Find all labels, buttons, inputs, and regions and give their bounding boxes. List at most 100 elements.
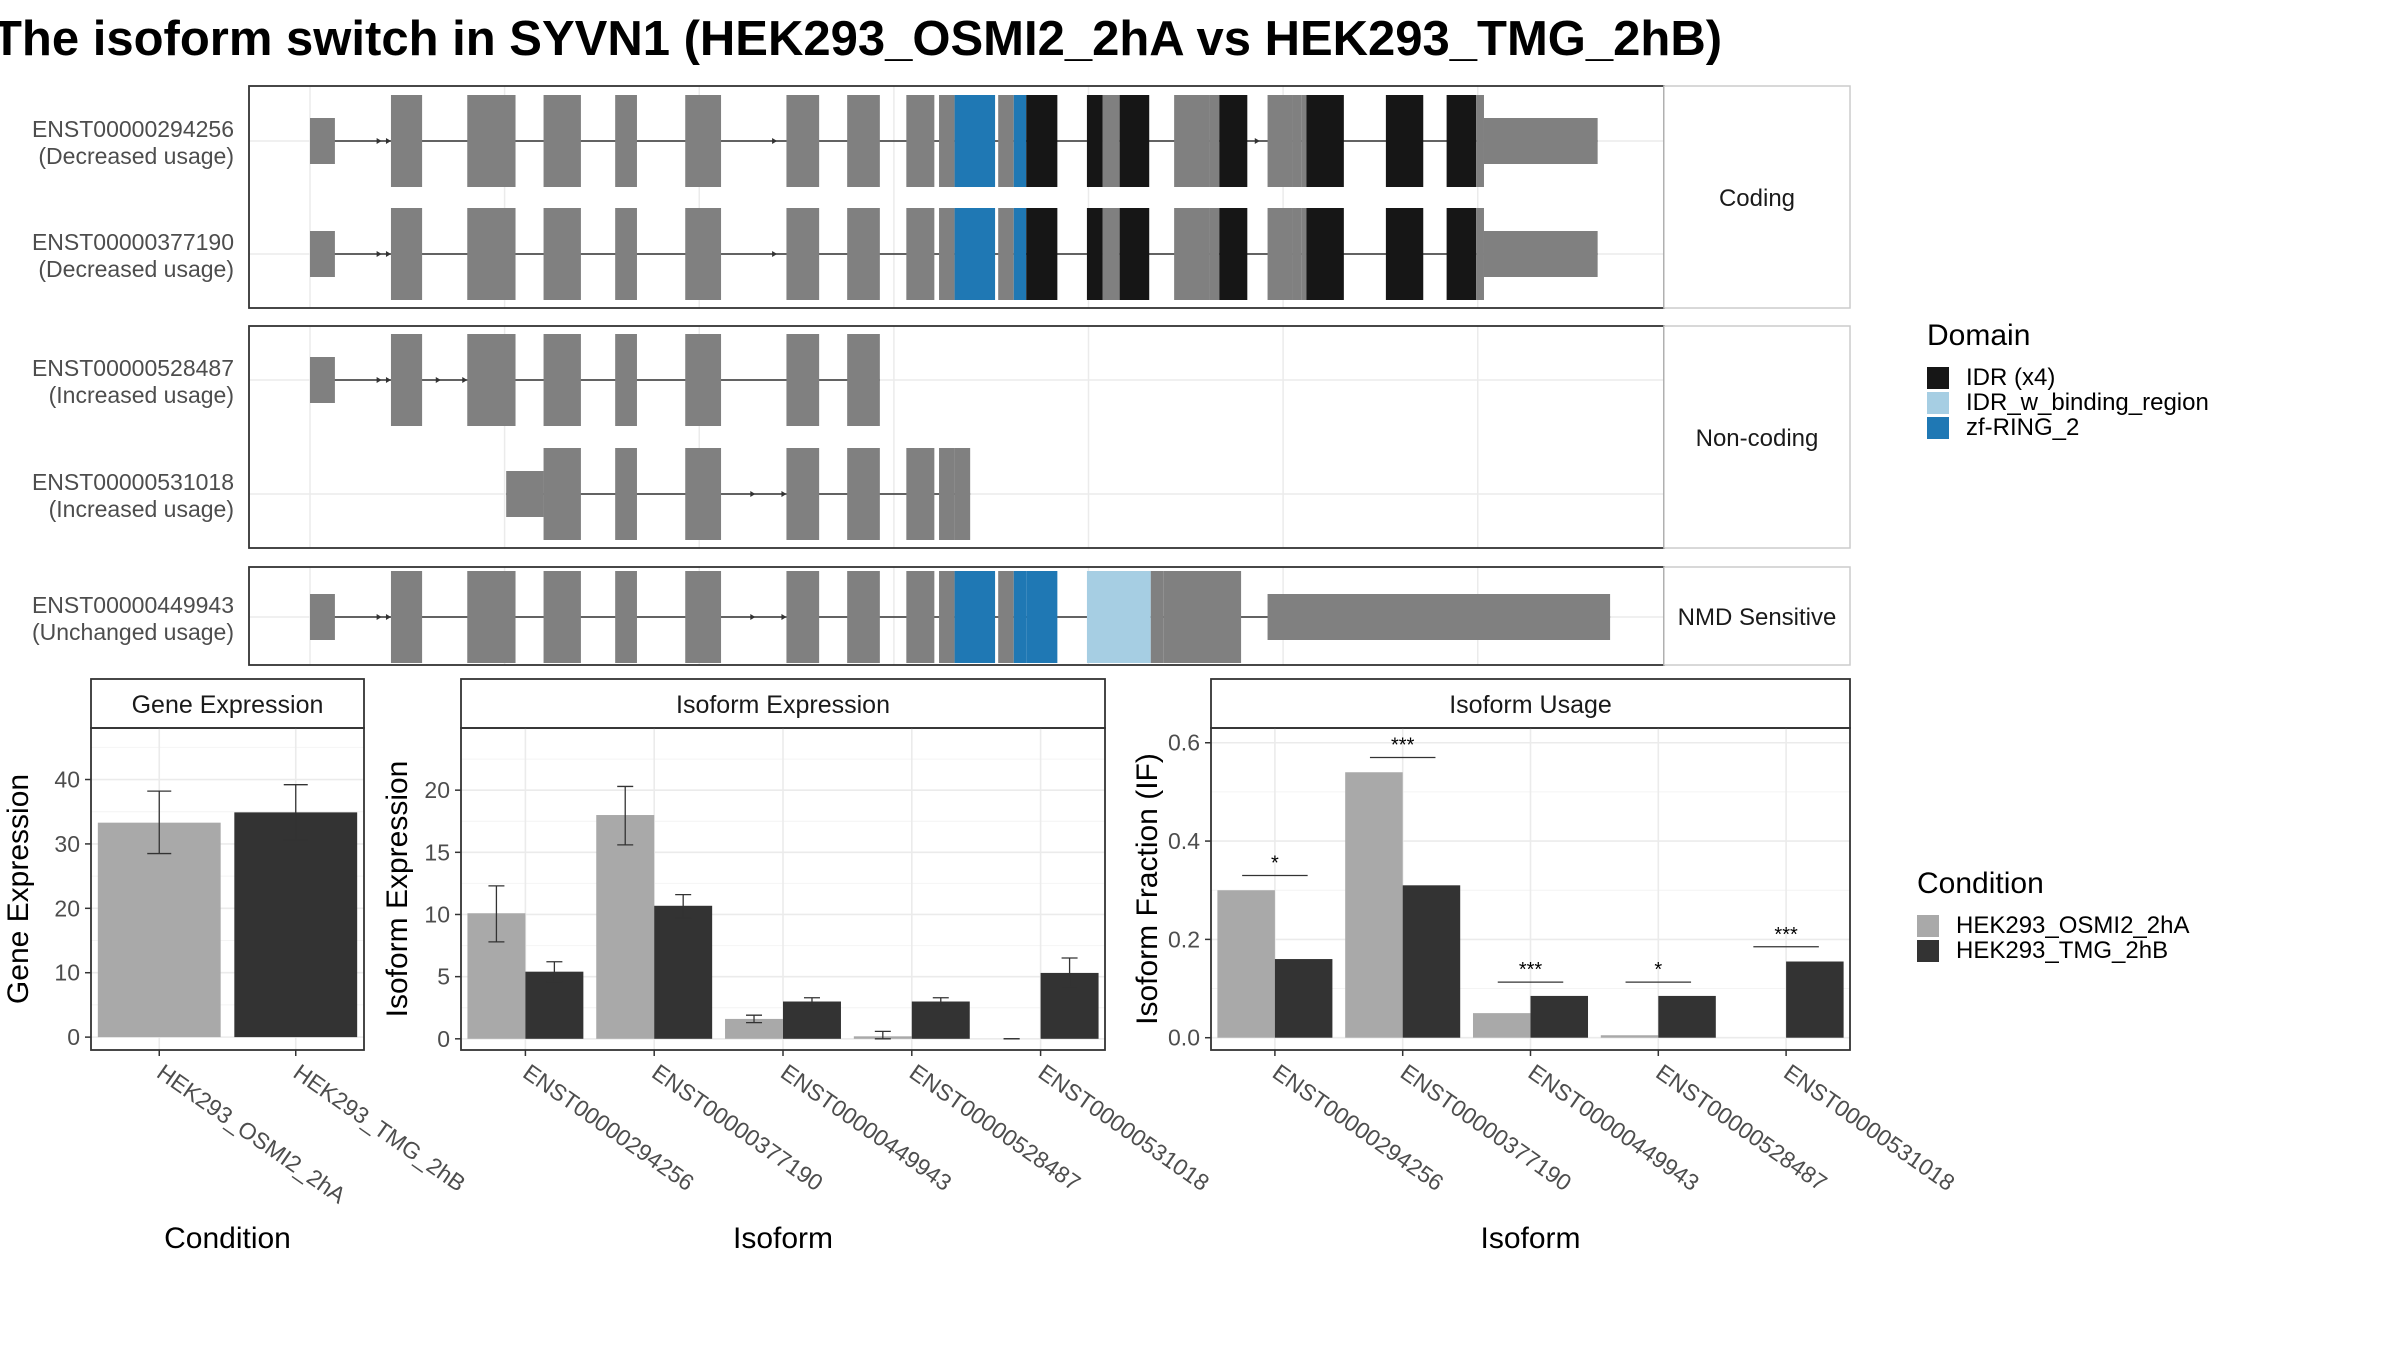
direction-arrow bbox=[385, 138, 391, 144]
exon-block bbox=[615, 448, 637, 540]
x-axis-label: Condition bbox=[164, 1222, 291, 1255]
figure-title: The isoform switch in SYVN1 (HEK293_OSMI… bbox=[0, 12, 1722, 66]
exon-block bbox=[1209, 208, 1220, 300]
y-axis-label: Gene Expression bbox=[2, 774, 35, 1004]
significance-label: * bbox=[1271, 852, 1279, 874]
y-tick-label: 0.0 bbox=[1168, 1025, 1200, 1051]
x-axis-label: Isoform bbox=[1480, 1222, 1580, 1255]
exon-block bbox=[1306, 208, 1344, 300]
exon-block bbox=[467, 334, 516, 426]
bar bbox=[1786, 961, 1844, 1038]
exon-block bbox=[390, 334, 423, 426]
x-axis-label: Isoform bbox=[733, 1222, 833, 1255]
exon-block bbox=[615, 571, 637, 663]
y-tick-label: 0 bbox=[437, 1026, 450, 1052]
exon-block bbox=[954, 571, 996, 663]
exon-block bbox=[1026, 208, 1058, 300]
significance-label: *** bbox=[1391, 734, 1415, 756]
transcript-id-label: ENST00000294256 bbox=[32, 116, 234, 142]
exon-block bbox=[939, 448, 955, 540]
exon-block bbox=[1385, 95, 1424, 187]
panel-title: Isoform Usage bbox=[1449, 691, 1612, 719]
domain-legend-title: Domain bbox=[1927, 319, 2030, 352]
exon-block bbox=[906, 208, 935, 300]
bar bbox=[1600, 1035, 1659, 1038]
y-tick-label: 0.6 bbox=[1168, 730, 1200, 756]
exon-block bbox=[906, 571, 935, 663]
domain-legend-label: IDR_w_binding_region bbox=[1966, 389, 2209, 416]
exon-block bbox=[1219, 95, 1248, 187]
exon-block bbox=[786, 334, 820, 426]
exon-block bbox=[939, 571, 955, 663]
exon-block bbox=[467, 208, 516, 300]
y-axis-label: Isoform Expression bbox=[381, 761, 414, 1018]
domain-legend-label: IDR (x4) bbox=[1966, 364, 2055, 391]
y-tick-label: 40 bbox=[54, 767, 80, 793]
y-tick-label: 5 bbox=[437, 964, 450, 990]
direction-arrow bbox=[781, 614, 787, 620]
panel-strip bbox=[460, 678, 1106, 729]
exon-block bbox=[310, 118, 335, 164]
exon-block bbox=[615, 208, 637, 300]
exon-block bbox=[1483, 231, 1598, 277]
exon-block bbox=[1292, 95, 1302, 187]
exon-block bbox=[998, 95, 1014, 187]
panel-strip bbox=[1210, 678, 1851, 729]
exon-block bbox=[1219, 208, 1248, 300]
exon-block bbox=[1119, 95, 1150, 187]
condition-legend-label: HEK293_OSMI2_2hA bbox=[1956, 912, 2189, 939]
exon-block bbox=[1026, 571, 1058, 663]
exon-block bbox=[786, 208, 820, 300]
facet-strip bbox=[1663, 85, 1851, 309]
exon-block bbox=[906, 448, 935, 540]
exon-block bbox=[847, 448, 880, 540]
y-axis-label: Isoform Fraction (IF) bbox=[1131, 753, 1164, 1025]
exon-block bbox=[1174, 208, 1210, 300]
exon-block bbox=[1086, 208, 1103, 300]
bar bbox=[1402, 885, 1461, 1038]
direction-arrow bbox=[781, 491, 787, 497]
y-tick-label: 20 bbox=[54, 895, 80, 921]
exon-block bbox=[786, 571, 820, 663]
bar-chart-panel: Isoform Expression 0 5 10 15 20 Isoform Expres… bbox=[381, 678, 1214, 1255]
bar bbox=[1658, 995, 1716, 1038]
exon-block bbox=[467, 571, 516, 663]
exon-block bbox=[847, 95, 880, 187]
exon-block bbox=[847, 571, 880, 663]
domain-legend-key bbox=[1927, 367, 1949, 389]
bar bbox=[234, 812, 358, 1038]
transcript-track bbox=[310, 571, 1611, 663]
exon-block bbox=[1163, 571, 1242, 663]
domain-legend-label: zf-RING_2 bbox=[1966, 414, 2079, 441]
exon-block bbox=[1446, 95, 1477, 187]
bar bbox=[596, 815, 655, 1039]
transcript-id-label: ENST00000449943 bbox=[32, 592, 234, 618]
exon-block bbox=[1026, 95, 1058, 187]
bar bbox=[97, 822, 221, 1038]
direction-arrow bbox=[435, 377, 441, 383]
exon-block bbox=[390, 208, 423, 300]
exon-block bbox=[786, 95, 820, 187]
panel-title: Isoform Expression bbox=[676, 691, 890, 719]
bar bbox=[1217, 890, 1275, 1038]
exon-block bbox=[847, 208, 880, 300]
exon-block bbox=[1150, 571, 1164, 663]
direction-arrow bbox=[772, 138, 778, 144]
exon-block bbox=[1102, 208, 1120, 300]
exon-block bbox=[1301, 208, 1307, 300]
exon-block bbox=[615, 334, 637, 426]
exon-block bbox=[1306, 95, 1344, 187]
exon-block bbox=[954, 208, 996, 300]
exon-block bbox=[1209, 95, 1220, 187]
direction-arrow bbox=[376, 614, 382, 620]
transcript-id-label: ENST00000377190 bbox=[32, 229, 234, 255]
condition-legend-key bbox=[1917, 940, 1939, 962]
transcript-usage-label: (Decreased usage) bbox=[38, 143, 234, 169]
exon-block bbox=[390, 95, 423, 187]
exon-block bbox=[939, 95, 955, 187]
direction-arrow bbox=[376, 138, 382, 144]
condition-legend-label: HEK293_TMG_2hB bbox=[1956, 937, 2168, 964]
transcript-track bbox=[310, 95, 1598, 187]
